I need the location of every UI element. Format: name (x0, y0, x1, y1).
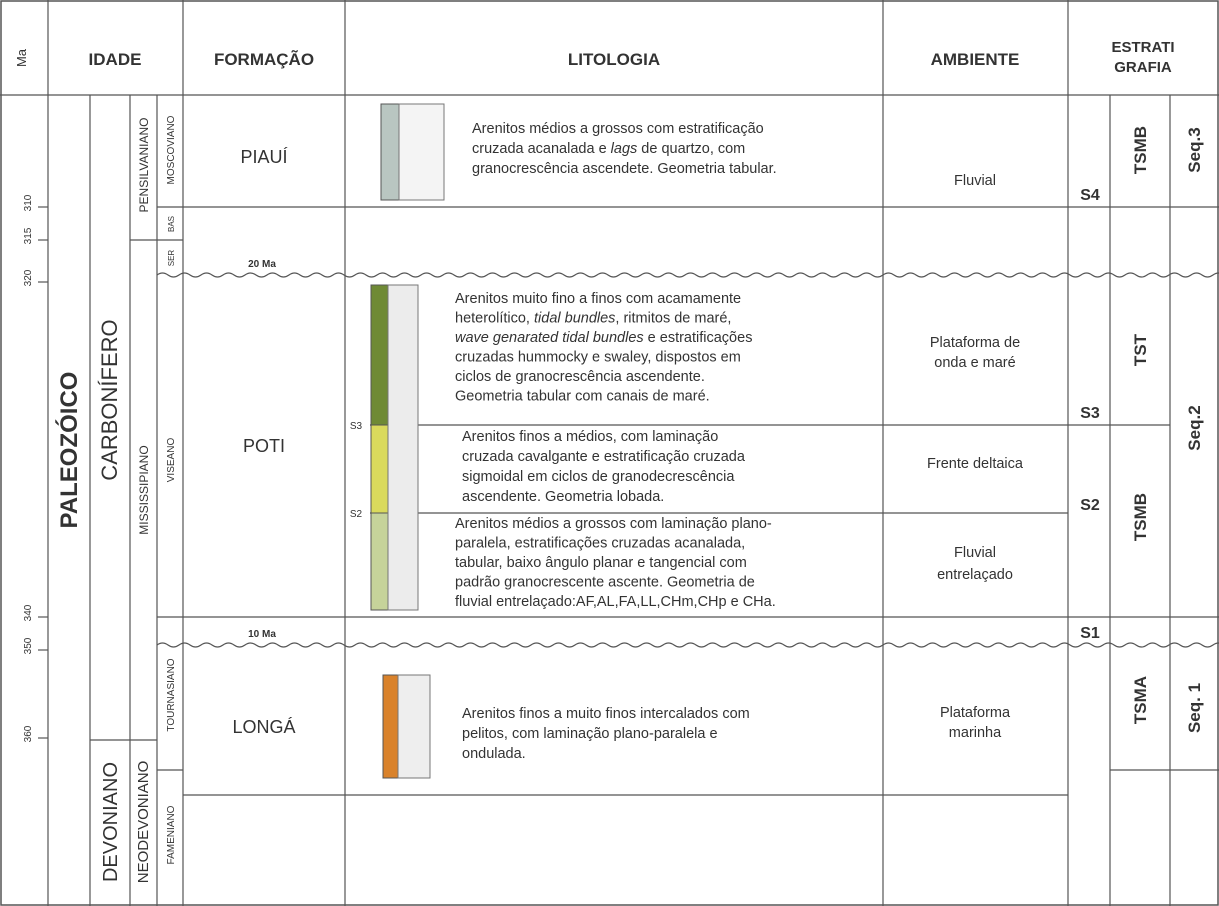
ma-tick-label: 350 (23, 637, 34, 654)
header-ambiente: AMBIENTE (931, 50, 1020, 69)
lithology-text: Geometria tabular com canais de maré. (455, 389, 710, 405)
ambiente: Frente deltaica (927, 456, 1024, 472)
formation: PIAUÍ (240, 147, 287, 167)
lithology-text: fluvial entrelaçado:AF,AL,FA,LL,CHm,CHp … (455, 594, 776, 610)
ma-tick-label: 340 (23, 604, 34, 621)
lithology-text: cruzada acanalada e lags de quartzo, com (472, 141, 745, 157)
hiatus-line (156, 272, 1219, 278)
lithology-text: tabular, baixo ângulo planar e tangencia… (455, 555, 747, 571)
ambiente: Fluvial (954, 173, 996, 189)
lithology-logs (370, 103, 445, 779)
sequence: Seq.3 (1185, 127, 1204, 172)
lithology-text: heterolítico, tidal bundles, ritmitos de… (455, 311, 731, 327)
systems-tract: TSMB (1131, 493, 1150, 541)
lithology-text: ondulada. (462, 746, 526, 762)
lithology-text: paralela, estratificações cruzadas acana… (455, 536, 745, 552)
systems-tract: TSMB (1131, 126, 1150, 174)
text-segment: wave genarated tidal bundles (455, 330, 644, 346)
hiatus-line (156, 642, 1219, 648)
ambiente: onda e maré (934, 355, 1015, 371)
lithology-text: ascendente. Geometria lobada. (462, 489, 664, 505)
surface: S2 (1080, 497, 1100, 514)
lithology-text: Arenitos finos a muito finos intercalado… (462, 706, 750, 722)
text-segment: heterolítico, (455, 311, 534, 327)
lithology-text: Arenitos médios a grossos com estratific… (472, 121, 764, 137)
hiatus-label: 20 Ma (248, 259, 276, 270)
ambiente: entrelaçado (937, 567, 1013, 583)
header-estratigrafia: GRAFIA (1114, 59, 1172, 76)
text-segment: lags (611, 141, 638, 157)
ma-tick-label: 360 (23, 725, 34, 742)
ma-tick-label: 310 (23, 194, 34, 211)
header-litologia: LITOLOGIA (568, 50, 660, 69)
hiatus-label: 10 Ma (248, 629, 276, 640)
header-ma: Ma (14, 48, 29, 67)
lithology-text: cruzadas hummocky e swaley, dispostos em (455, 350, 741, 366)
lithology-text: pelitos, com laminação plano-paralela e (462, 726, 718, 742)
stage: MOSCOVIANO (166, 115, 177, 184)
systems-tract: TSMA (1131, 676, 1150, 724)
ma-tick-label: 315 (23, 227, 34, 244)
sequence: Seq.2 (1185, 405, 1204, 450)
sequence: Seq. 1 (1185, 683, 1204, 733)
formation: LONGÁ (232, 717, 295, 737)
lithology-text: wave genarated tidal bundles e estratifi… (455, 330, 752, 346)
lithology-text: sigmoidal em ciclos de granodecrescência (462, 469, 735, 485)
header-formacao: FORMAÇÃO (214, 49, 314, 69)
surface: S1 (1080, 625, 1100, 642)
surface: S3 (1080, 405, 1100, 422)
lithology-text: Arenitos finos a médios, com laminação (462, 429, 718, 445)
period: DEVONIANO (100, 762, 122, 882)
header-estratigrafia: ESTRATI (1111, 39, 1174, 56)
lithology-text: Arenitos muito fino a finos com acamamen… (455, 291, 741, 307)
lithology-text: cruzada cavalgante e estratificação cruz… (462, 449, 746, 465)
text-segment: de quartzo, com (637, 141, 745, 157)
formation: POTI (243, 436, 285, 456)
lithology-text: padrão granocrescente ascente. Geometria… (455, 575, 755, 591)
systems-tract: TST (1131, 333, 1150, 366)
era: PALEOZÓICO (55, 372, 83, 529)
stage: TOURNASIANO (166, 658, 177, 731)
ambiente: Plataforma de (930, 335, 1020, 351)
lithology-text: Arenitos médios a grossos com laminação … (455, 516, 772, 532)
header-idade: IDADE (89, 50, 142, 69)
log-surface: S2 (350, 509, 363, 520)
stage: SER (167, 250, 176, 267)
text-segment: cruzada acanalada e (472, 141, 611, 157)
log-surface: S3 (350, 421, 363, 432)
lithology-text: ciclos de granocrescência ascendente. (455, 369, 705, 385)
lithology-text: granocrescência ascendete. Geometria tab… (472, 161, 777, 177)
surface: S4 (1080, 187, 1100, 204)
stage: FAMENIANO (166, 805, 177, 864)
ambiente: Fluvial (954, 545, 996, 561)
text-segment: tidal bundles (534, 311, 615, 327)
ma-tick-label: 320 (23, 269, 34, 286)
text-segment: e estratificações (644, 330, 753, 346)
period: CARBONÍFERO (97, 319, 122, 480)
epoch: PENSILVANIANO (137, 118, 151, 213)
stage: VISEANO (166, 438, 177, 483)
ambiente: marinha (949, 725, 1002, 741)
ambiente: Plataforma (940, 705, 1011, 721)
epoch: NEODEVONIANO (135, 761, 152, 884)
stage: BAS (167, 216, 176, 232)
epoch: MISSISSIPIANO (137, 445, 151, 534)
text-segment: , ritmitos de maré, (615, 311, 731, 327)
